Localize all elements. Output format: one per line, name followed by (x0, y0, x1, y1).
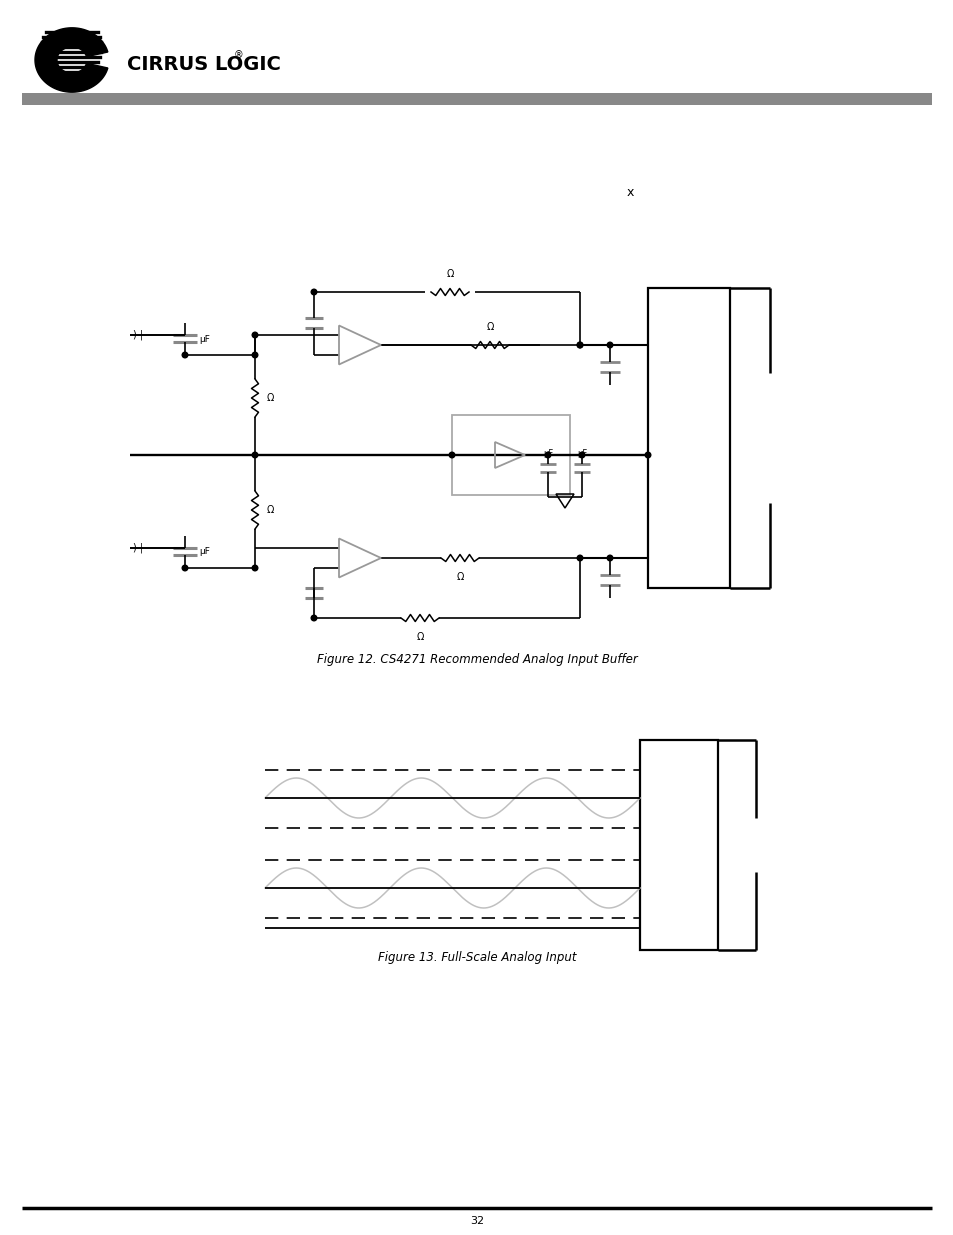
Bar (639, 740, 718, 950)
Circle shape (644, 452, 650, 458)
Text: Figure 13. Full-Scale Analog Input: Figure 13. Full-Scale Analog Input (377, 951, 576, 965)
Circle shape (577, 342, 582, 348)
Circle shape (252, 452, 257, 458)
Text: μF: μF (199, 335, 210, 343)
Circle shape (606, 556, 612, 561)
Text: ®: ® (233, 49, 244, 61)
Text: x: x (626, 186, 633, 200)
Bar (647, 288, 729, 588)
Text: ) |: ) | (132, 542, 143, 553)
Bar (22, 93, 931, 105)
Circle shape (577, 556, 582, 561)
Circle shape (182, 566, 188, 571)
Circle shape (577, 342, 582, 348)
Circle shape (252, 566, 257, 571)
Text: μF: μF (542, 450, 553, 458)
Text: 32: 32 (470, 1216, 483, 1226)
Circle shape (252, 332, 257, 338)
Text: μF: μF (577, 450, 586, 458)
Text: Ω: Ω (267, 393, 274, 403)
Circle shape (311, 615, 316, 621)
Text: Figure 12. CS4271 Recommended Analog Input Buffer: Figure 12. CS4271 Recommended Analog Inp… (316, 653, 637, 667)
Text: ) |: ) | (132, 330, 143, 341)
Circle shape (252, 352, 257, 358)
Text: Ω: Ω (267, 505, 274, 515)
Bar (452, 415, 569, 495)
Circle shape (544, 452, 550, 458)
Polygon shape (35, 28, 108, 93)
Text: Ω: Ω (486, 322, 493, 332)
Circle shape (449, 452, 455, 458)
Circle shape (182, 352, 188, 358)
Text: μF: μF (199, 547, 210, 557)
Text: Ω: Ω (456, 572, 463, 582)
Circle shape (606, 342, 612, 348)
Circle shape (578, 452, 584, 458)
Text: Ω: Ω (446, 269, 454, 279)
Text: Ω: Ω (416, 632, 423, 642)
Circle shape (311, 289, 316, 295)
Text: CIRRUS LOGIC: CIRRUS LOGIC (127, 54, 280, 74)
